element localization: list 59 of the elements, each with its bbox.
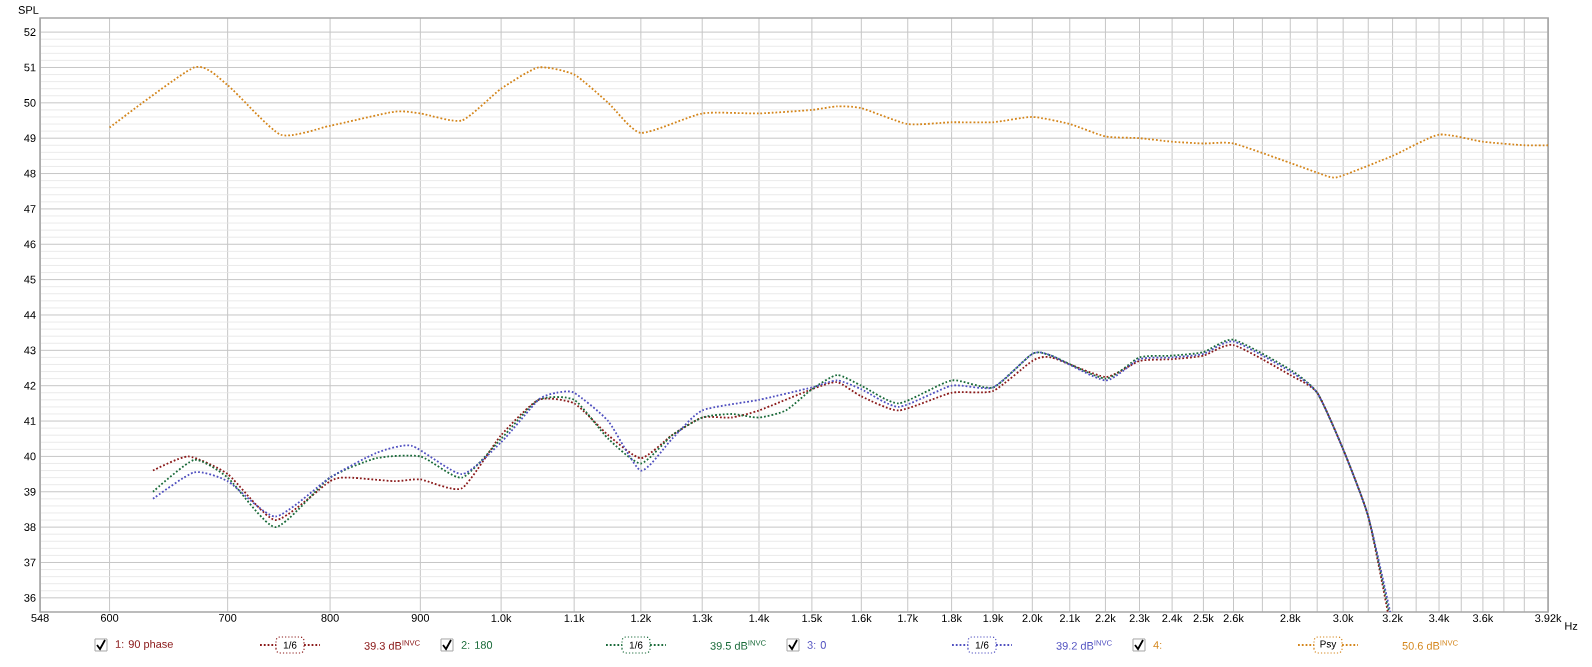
x-tick-label: 548 [31, 614, 49, 622]
x-tick-label: 1.8k [942, 614, 962, 623]
text: 50.6 dB$^{INVC}$ [1402, 640, 1458, 650]
x-tick-label: 2.4k [1162, 614, 1183, 622]
text: 39.5 dB$^{INVC}$ [710, 640, 766, 650]
x-tick-label: 2.0k [1022, 614, 1043, 623]
y-tick-label: 48 [24, 169, 36, 178]
y-tick-label: 39 [24, 487, 36, 496]
x-tick-label: 3.6k [1472, 614, 1494, 623]
x-tick-label: 3.0k [1333, 614, 1354, 623]
y-tick-label: 38 [24, 523, 36, 531]
text: 3: 0 [807, 641, 826, 649]
y-tick-label: 44 [24, 311, 36, 319]
y-tick-label: 52 [24, 28, 36, 36]
x-tick-label: 2.1k [1059, 614, 1081, 622]
text: 1/6 [975, 641, 989, 649]
x-tick-label: 2.2k [1095, 614, 1116, 622]
text: 1/6 [629, 641, 643, 649]
text: 2: 180 [461, 641, 493, 649]
y-tick-label: 45 [24, 275, 36, 284]
x-tick-label: 2.5k [1193, 614, 1214, 623]
y-tick-label: 50 [24, 98, 36, 107]
x-tick-label: 900 [411, 614, 430, 622]
text: 4: [1153, 641, 1162, 649]
x-tick-label: 1.2k [631, 614, 652, 622]
x-tick-label: 3.2k [1382, 614, 1403, 623]
y-tick-label: 49 [24, 134, 36, 143]
y-tick-label: 51 [24, 63, 36, 72]
y-tick-label: 40 [24, 452, 36, 461]
x-tick-label: 1.1k [564, 614, 585, 622]
x-tick-label: 1.5k [802, 614, 823, 623]
x-tick-label: 1.0k [491, 614, 512, 623]
x-tick-label: 1.4k [749, 614, 770, 622]
x-tick-label: 1.3k [692, 614, 713, 623]
y-tick-label: 42 [24, 381, 36, 390]
x-tick-label: 700 [219, 614, 237, 622]
y-tick-label: 46 [24, 240, 36, 249]
x-tick-label: 1.7k [898, 614, 919, 622]
x-axis-title: Hz [1565, 622, 1578, 630]
y-tick-label: 41 [24, 417, 36, 425]
x-tick-label: 1.9k [983, 614, 1004, 623]
x-tick-label: 2.3k [1129, 614, 1150, 623]
y-axis-title: SPL [18, 6, 39, 14]
x-tick-label: 2.6k [1223, 614, 1244, 623]
text: 1/6 [283, 641, 297, 649]
x-tick-label: 2.8k [1280, 614, 1301, 623]
y-tick-label: 43 [24, 346, 36, 355]
text: 39.2 dB$^{INVC}$ [1056, 640, 1112, 650]
x-tick-label: 3.92k [1535, 614, 1562, 623]
x-tick-label: 800 [321, 614, 339, 622]
y-tick-label: 36 [24, 593, 36, 602]
text: 1: 90 phase [115, 639, 173, 651]
text: Psy [1320, 640, 1337, 650]
y-tick-label: 37 [24, 558, 36, 567]
x-tick-label: 1.6k [851, 614, 872, 623]
text: 39.3 dB$^{INVC}$ [364, 640, 420, 650]
x-tick-label: 3.4k [1429, 614, 1450, 623]
x-tick-label: 600 [100, 614, 119, 622]
y-tick-label: 47 [24, 205, 36, 213]
